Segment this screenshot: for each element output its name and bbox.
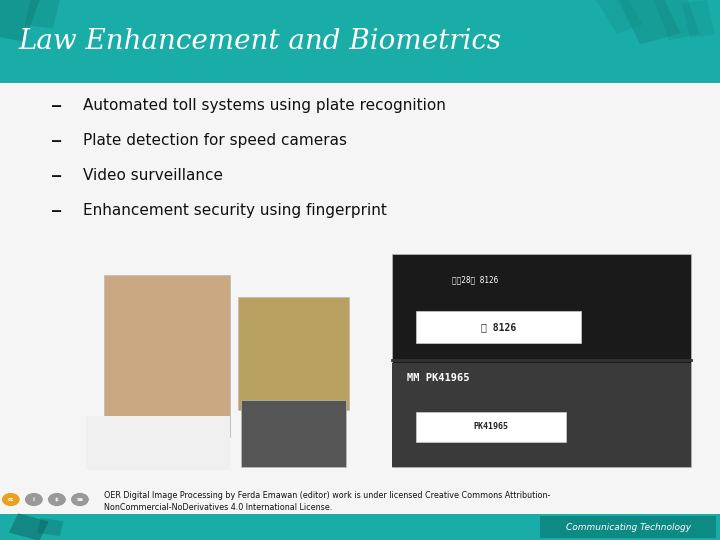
Text: –: – — [52, 203, 61, 218]
FancyBboxPatch shape — [0, 514, 720, 540]
Text: 경찰28ㄱ 8126: 경찰28ㄱ 8126 — [452, 275, 498, 284]
Text: Communicating Technology: Communicating Technology — [566, 523, 691, 531]
Polygon shape — [37, 518, 63, 536]
FancyBboxPatch shape — [104, 275, 230, 437]
Text: i: i — [33, 497, 35, 502]
Text: Plate detection for speed cameras: Plate detection for speed cameras — [83, 133, 347, 148]
Text: –: – — [52, 133, 61, 148]
Text: sa: sa — [76, 497, 84, 502]
Polygon shape — [682, 0, 715, 38]
Circle shape — [71, 492, 89, 507]
Text: cc: cc — [7, 497, 14, 502]
Circle shape — [48, 492, 66, 507]
FancyBboxPatch shape — [0, 0, 720, 84]
Text: OER Digital Image Processing by Ferda Emawan (editor) work is under licensed Cre: OER Digital Image Processing by Ferda Em… — [104, 491, 551, 512]
FancyBboxPatch shape — [392, 362, 691, 467]
Polygon shape — [0, 0, 42, 42]
Text: MM PK41965: MM PK41965 — [408, 373, 470, 382]
Text: Automated toll systems using plate recognition: Automated toll systems using plate recog… — [83, 98, 446, 113]
FancyBboxPatch shape — [238, 297, 349, 410]
FancyBboxPatch shape — [86, 416, 230, 470]
Text: –: – — [52, 98, 61, 113]
Circle shape — [1, 492, 20, 507]
FancyBboxPatch shape — [392, 254, 691, 467]
Polygon shape — [9, 513, 49, 540]
Text: $: $ — [55, 497, 59, 502]
Text: 나 8126: 나 8126 — [481, 322, 516, 333]
Text: –: – — [52, 168, 61, 183]
Text: PK41965: PK41965 — [474, 422, 508, 431]
Text: Law Enhancement and Biometrics: Law Enhancement and Biometrics — [18, 28, 501, 56]
FancyBboxPatch shape — [416, 411, 566, 442]
Polygon shape — [616, 0, 680, 44]
FancyBboxPatch shape — [416, 312, 580, 343]
Polygon shape — [24, 0, 62, 29]
Text: Enhancement security using fingerprint: Enhancement security using fingerprint — [83, 203, 387, 218]
FancyBboxPatch shape — [241, 400, 346, 467]
Circle shape — [24, 492, 43, 507]
FancyBboxPatch shape — [540, 516, 716, 538]
Polygon shape — [654, 0, 700, 40]
Polygon shape — [595, 0, 643, 33]
Text: Video surveillance: Video surveillance — [83, 168, 222, 183]
